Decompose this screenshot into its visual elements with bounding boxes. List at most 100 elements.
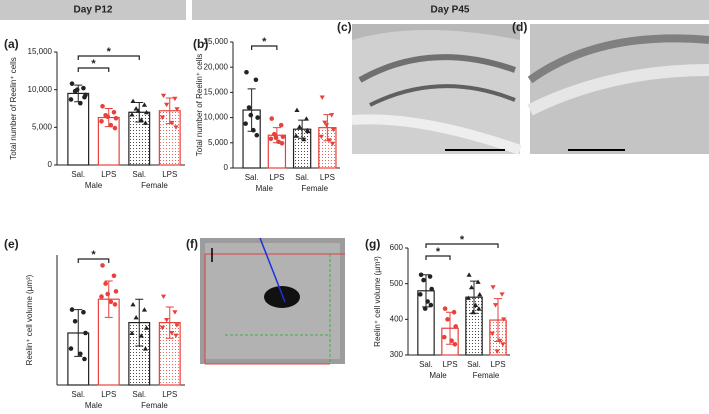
data-point xyxy=(319,95,325,100)
data-point xyxy=(322,120,328,126)
panel-label: (c) xyxy=(337,20,352,34)
data-point xyxy=(112,125,118,131)
y-axis-label: Reelin⁺ cell volume (µm³) xyxy=(25,274,34,365)
group-label: Male xyxy=(85,181,103,190)
panel-label: (b) xyxy=(193,37,208,51)
significance-bracket xyxy=(77,55,140,60)
data-point xyxy=(497,338,503,344)
data-point xyxy=(99,119,104,124)
data-point xyxy=(329,113,335,118)
data-point xyxy=(159,325,166,331)
data-point xyxy=(251,127,256,133)
group-label: Female xyxy=(141,401,168,410)
significance-bracket xyxy=(77,258,110,263)
data-point xyxy=(253,77,259,83)
data-point xyxy=(293,133,299,138)
significance-label: * xyxy=(262,36,267,48)
data-point xyxy=(172,310,178,315)
data-point xyxy=(492,303,499,308)
data-point xyxy=(442,306,448,311)
x-tick-label: LPS xyxy=(101,390,116,399)
significance-bracket xyxy=(251,45,278,50)
data-point xyxy=(111,109,117,115)
data-point xyxy=(173,125,179,130)
data-point xyxy=(476,306,482,311)
data-point xyxy=(83,330,88,336)
data-point xyxy=(68,346,74,351)
data-point xyxy=(475,279,481,284)
data-point xyxy=(78,351,83,357)
data-point xyxy=(453,324,459,329)
data-point xyxy=(99,294,104,299)
y-tick-label: 600 xyxy=(390,243,404,252)
panel-label: (d) xyxy=(512,20,527,34)
y-tick-label: 15,000 xyxy=(28,47,53,56)
data-point xyxy=(129,112,135,117)
data-point xyxy=(244,69,249,75)
data-point xyxy=(243,121,248,126)
group-label: Female xyxy=(301,184,328,193)
data-point xyxy=(318,134,324,140)
group-label: Male xyxy=(256,184,274,193)
significance-label: * xyxy=(436,246,441,258)
data-point xyxy=(303,116,310,121)
x-tick-label: Sal. xyxy=(71,170,85,179)
header: Day P45 xyxy=(431,5,470,16)
y-tick-label: 0 xyxy=(224,163,229,172)
data-point xyxy=(276,139,281,145)
data-point xyxy=(105,114,111,120)
data-point xyxy=(69,81,75,86)
data-point xyxy=(428,302,434,308)
error-bar xyxy=(104,280,113,318)
data-point xyxy=(74,87,80,92)
data-point xyxy=(160,294,167,299)
data-point xyxy=(113,115,119,121)
x-tick-label: LPS xyxy=(162,390,177,399)
group-label: Female xyxy=(141,181,168,190)
data-point xyxy=(108,122,114,128)
micrograph xyxy=(351,24,522,155)
data-point xyxy=(468,284,475,290)
data-point xyxy=(279,141,285,146)
data-point xyxy=(329,141,336,147)
data-point xyxy=(138,333,144,338)
data-point xyxy=(174,107,180,112)
data-point xyxy=(100,103,105,109)
data-point xyxy=(143,325,150,330)
data-point xyxy=(296,124,303,129)
data-point xyxy=(164,102,170,108)
data-point xyxy=(103,281,108,286)
data-point xyxy=(278,122,284,128)
data-point xyxy=(500,342,506,347)
panel-label: (e) xyxy=(4,237,19,251)
data-point xyxy=(254,132,260,138)
significance-label: * xyxy=(460,234,465,246)
data-point xyxy=(129,330,135,335)
data-point xyxy=(465,295,471,300)
x-tick-label: LPS xyxy=(490,360,505,369)
x-tick-label: LPS xyxy=(101,170,116,179)
data-point xyxy=(499,292,505,297)
data-point xyxy=(113,289,119,294)
data-point xyxy=(130,98,136,103)
data-point xyxy=(141,102,148,107)
data-point xyxy=(133,106,139,111)
group-label: Female xyxy=(473,371,500,380)
x-tick-label: LPS xyxy=(442,360,457,369)
x-tick-label: LPS xyxy=(320,173,335,182)
data-point xyxy=(108,299,114,305)
data-point xyxy=(82,356,87,362)
data-point xyxy=(164,318,170,323)
data-point xyxy=(323,123,330,128)
y-tick-label: 10,000 xyxy=(204,113,229,122)
data-point xyxy=(142,346,149,351)
significance-label: * xyxy=(91,58,96,70)
data-point xyxy=(441,334,447,340)
data-point xyxy=(425,299,430,304)
data-point xyxy=(418,272,424,278)
data-point xyxy=(273,135,279,141)
data-point xyxy=(133,315,139,320)
data-point xyxy=(130,302,136,307)
data-point xyxy=(477,291,483,297)
